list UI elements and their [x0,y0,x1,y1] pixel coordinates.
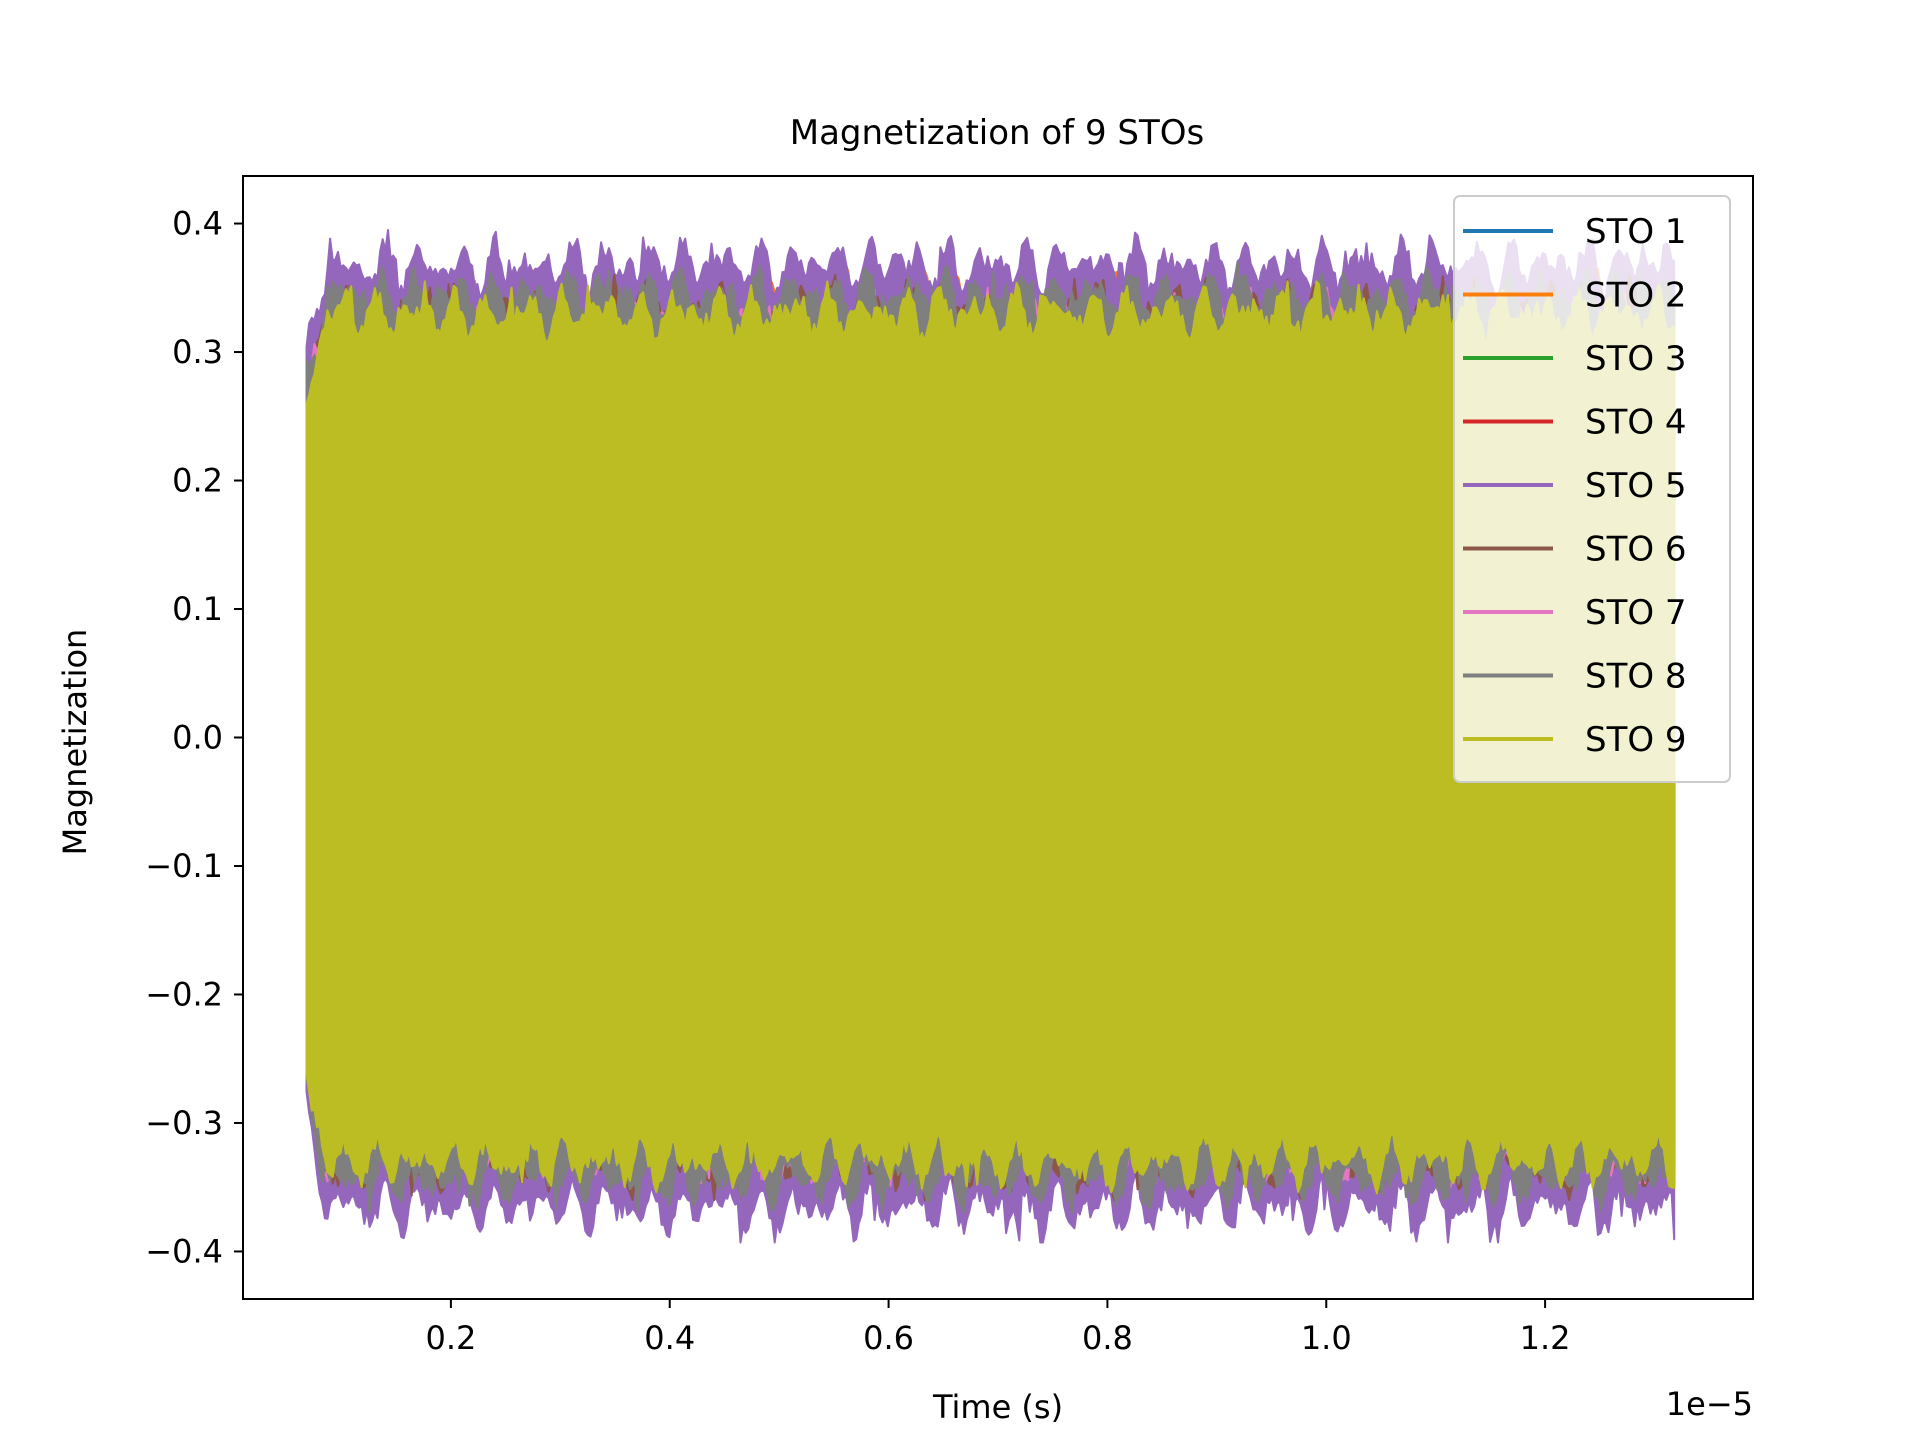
x-axis-label: Time (s) [932,1388,1063,1426]
x-tick-label: 0.6 [863,1319,914,1357]
plot-series-group [305,229,1676,1244]
legend-label-series-7: STO 7 [1585,593,1687,633]
x-tick-label: 0.4 [644,1319,695,1357]
legend-box [1453,195,1731,783]
legend-label-series-6: STO 6 [1585,530,1687,570]
series-9-line [305,280,1676,1195]
x-tick-label: 0.8 [1082,1319,1133,1357]
x-tick-label: 0.2 [425,1319,476,1357]
x-tick-label: 1.0 [1301,1319,1352,1357]
x-axis-offset-text: 1e−5 [1666,1385,1753,1423]
legend-label-series-3: STO 3 [1585,339,1687,379]
y-tick-label: −0.4 [145,1232,223,1270]
legend-label-series-9: STO 9 [1585,720,1687,760]
y-tick-label: 0.3 [172,333,223,371]
legend-label-series-2: STO 2 [1585,276,1687,316]
legend-label-series-5: STO 5 [1585,466,1687,506]
legend-label-series-4: STO 4 [1585,403,1687,443]
legend: STO 1 STO 2 STO 3 STO 4 STO 5 STO 6 STO 7 STO 8… [1453,195,1731,783]
y-tick-label: −0.2 [145,975,223,1013]
chart-title: Magnetization of 9 STOs [790,113,1204,153]
x-axis: 0.2 0.4 0.6 0.8 1.0 1.2 [425,1299,1571,1357]
legend-label-series-1: STO 1 [1585,212,1687,252]
y-tick-label: −0.1 [145,847,223,885]
y-axis: −0.4 −0.3 −0.2 −0.1 0.0 0.1 0.2 0.3 0.4 [145,205,243,1270]
legend-label-series-8: STO 8 [1585,657,1687,697]
y-axis-label: Magnetization [56,629,94,856]
y-tick-label: 0.0 [172,719,223,757]
y-tick-label: 0.4 [172,205,223,243]
y-tick-label: 0.2 [172,462,223,500]
y-tick-label: 0.1 [172,590,223,628]
x-tick-label: 1.2 [1520,1319,1571,1357]
y-tick-label: −0.3 [145,1104,223,1142]
